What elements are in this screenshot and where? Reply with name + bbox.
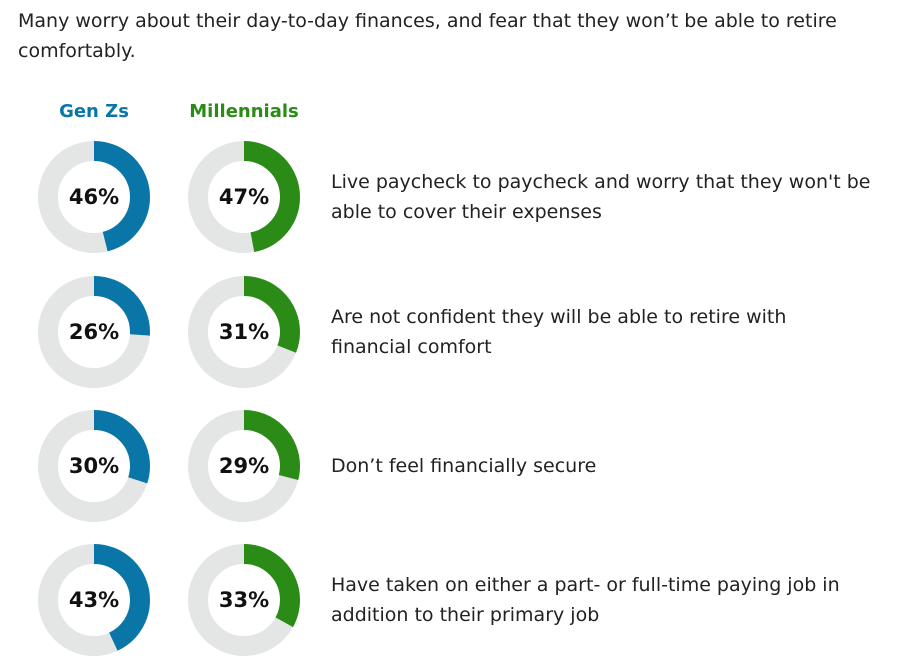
row-label-2: Are not confident they will be able to r… bbox=[331, 306, 787, 358]
donut-svg bbox=[38, 276, 150, 388]
donut-arc-gen-z-2 bbox=[38, 276, 150, 388]
donut-svg bbox=[188, 276, 300, 388]
donut-arc-gen-z-3 bbox=[38, 410, 150, 522]
donut-value-label: 31% bbox=[218, 320, 270, 344]
donut-millennials-4: 33% bbox=[188, 544, 300, 656]
donut-svg bbox=[38, 410, 150, 522]
donut-value-label: 26% bbox=[68, 320, 120, 344]
donut-arc-millennials-3 bbox=[188, 410, 300, 522]
donut-value-label: 29% bbox=[218, 454, 270, 478]
donut-arc-gen-z-1 bbox=[38, 141, 150, 253]
column-header-gen-z: Gen Zs bbox=[59, 101, 129, 122]
donut-millennials-1: 47% bbox=[188, 141, 300, 253]
row-label-1: Live paycheck to paycheck and worry that… bbox=[331, 171, 871, 223]
donut-arc-gen-z-4 bbox=[38, 544, 150, 656]
row-label-4: Have taken on either a part- or full-tim… bbox=[331, 574, 840, 626]
donut-arc-millennials-4 bbox=[188, 544, 300, 656]
donut-svg bbox=[188, 544, 300, 656]
column-header-millennials: Millennials bbox=[189, 101, 299, 122]
donut-svg bbox=[188, 410, 300, 522]
donut-arc-millennials-2 bbox=[188, 276, 300, 388]
donut-gen-z-4: 43% bbox=[38, 544, 150, 656]
donut-svg bbox=[38, 141, 150, 253]
donut-value-label: 46% bbox=[68, 185, 120, 209]
donut-svg bbox=[38, 544, 150, 656]
donut-gen-z-3: 30% bbox=[38, 410, 150, 522]
donut-value-label: 33% bbox=[218, 588, 270, 612]
donut-millennials-3: 29% bbox=[188, 410, 300, 522]
donut-gen-z-1: 46% bbox=[38, 141, 150, 253]
donut-value-label: 47% bbox=[218, 185, 270, 209]
donut-millennials-2: 31% bbox=[188, 276, 300, 388]
intro-text: Many worry about their day-to-day financ… bbox=[18, 10, 837, 62]
donut-gen-z-2: 26% bbox=[38, 276, 150, 388]
donut-value-label: 43% bbox=[68, 588, 120, 612]
donut-svg bbox=[188, 141, 300, 253]
donut-arc-millennials-1 bbox=[188, 141, 300, 253]
row-label-3: Don’t feel financially secure bbox=[331, 455, 597, 477]
donut-value-label: 30% bbox=[68, 454, 120, 478]
